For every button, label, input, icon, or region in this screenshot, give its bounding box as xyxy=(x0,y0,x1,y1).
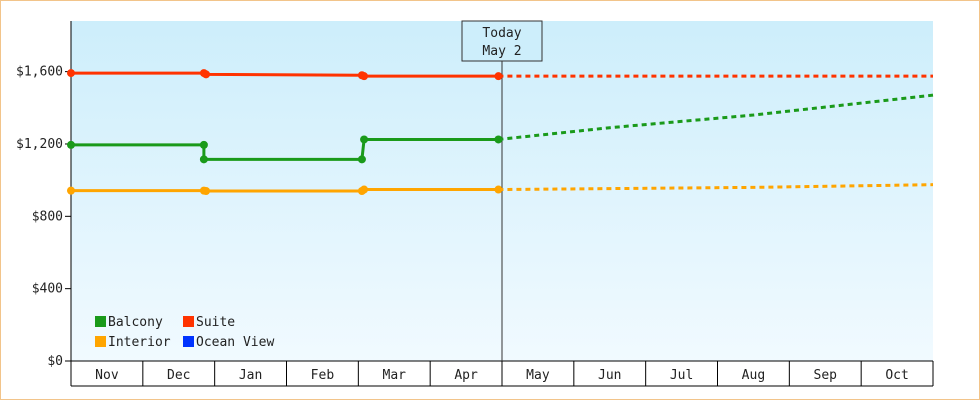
legend-label-suite: Suite xyxy=(196,315,235,330)
x-tick-label: Oct xyxy=(885,368,908,383)
interior-forecast-line xyxy=(498,183,934,192)
suite-data-point xyxy=(494,72,503,81)
balcony-data-point xyxy=(357,155,366,164)
legend-swatch-ocean-view xyxy=(183,336,194,347)
x-tick-label: Nov xyxy=(95,368,119,383)
x-tick-label: Apr xyxy=(454,368,478,383)
x-tick-label: Dec xyxy=(167,368,190,383)
x-tick-label: Sep xyxy=(814,368,838,383)
legend-label-balcony: Balcony xyxy=(108,315,163,330)
interior-data-point xyxy=(67,186,75,195)
y-tick-label: $400 xyxy=(32,282,63,297)
balcony-data-point xyxy=(360,135,369,144)
suite-series-line xyxy=(71,71,499,78)
balcony-series-line xyxy=(71,137,499,161)
legend-label-interior: Interior xyxy=(108,335,171,350)
legend-swatch-balcony xyxy=(95,316,106,327)
x-tick-label: Aug xyxy=(742,368,765,383)
balcony-data-point xyxy=(199,155,208,164)
interior-data-point xyxy=(360,185,369,194)
x-tick-label: Jun xyxy=(598,368,621,383)
balcony-data-point xyxy=(494,135,503,144)
y-tick-label: $800 xyxy=(32,209,63,224)
balcony-data-point xyxy=(199,140,208,149)
x-tick-label: Jan xyxy=(239,368,262,383)
y-tick-label: $1,600 xyxy=(16,65,63,80)
x-tick-label: Mar xyxy=(383,368,407,383)
x-tick-label: Jul xyxy=(670,368,693,383)
suite-data-point xyxy=(202,70,211,79)
today-box xyxy=(461,20,543,62)
y-tick-label: $0 xyxy=(47,354,63,369)
interior-data-point xyxy=(494,185,503,194)
today-date: May 2 xyxy=(482,44,521,59)
legend-label-ocean-view: Ocean View xyxy=(196,335,274,350)
suite-data-point xyxy=(360,72,369,81)
interior-series-line xyxy=(71,188,499,193)
legend-swatch-suite xyxy=(183,316,194,327)
interior-data-point xyxy=(202,187,211,195)
balcony-forecast-line xyxy=(498,93,934,141)
x-tick-label: Feb xyxy=(311,368,335,383)
y-tick-label: $1,200 xyxy=(16,137,63,152)
today-label: Today xyxy=(482,26,521,41)
balcony-data-point xyxy=(67,140,75,149)
x-tick-label: May xyxy=(526,368,550,383)
legend-swatch-interior xyxy=(95,336,106,347)
suite-data-point xyxy=(67,69,75,78)
